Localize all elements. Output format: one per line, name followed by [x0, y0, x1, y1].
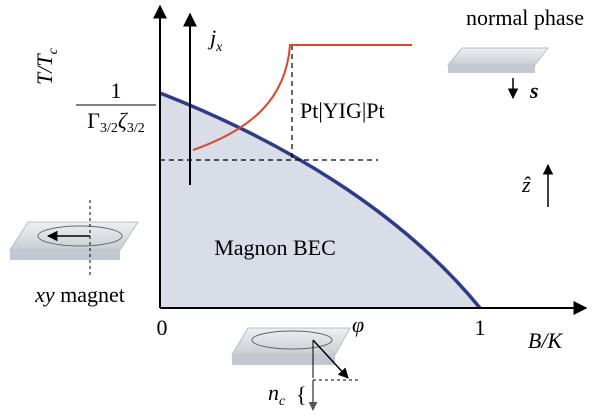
brace: { — [296, 382, 307, 407]
current-label: jx — [207, 25, 223, 55]
slab — [232, 328, 350, 355]
text: j — [207, 25, 216, 50]
slab — [448, 48, 548, 65]
text: 3/2 — [127, 121, 145, 136]
text: c — [279, 394, 286, 409]
text: Γ — [87, 108, 100, 133]
diagram: jx T/Tc 1 Γ3/2ζ3/2 Pt|YIG|Pt Magnon BEC … — [0, 0, 605, 415]
x-tick-label: 0 — [157, 315, 168, 340]
slab-edge — [448, 65, 535, 73]
text: n — [268, 380, 279, 405]
spin-label: s — [529, 78, 539, 103]
y-axis-label: T/Tc — [32, 47, 61, 85]
text: T/T — [32, 53, 57, 85]
bec-region — [160, 93, 480, 308]
z-label: ẑ — [521, 172, 531, 197]
text: magnet — [55, 282, 125, 307]
angle-label: φ — [352, 312, 364, 337]
slab-edge — [232, 355, 335, 365]
x-axis-label: B/K — [528, 328, 564, 353]
slab-edge — [10, 250, 120, 260]
inset-label: normal phase — [466, 5, 584, 30]
y-tick-numerator: 1 — [111, 78, 122, 103]
density-label: nc — [268, 380, 286, 409]
region-label: Magnon BEC — [214, 235, 336, 260]
page: jx T/Tc 1 Γ3/2ζ3/2 Pt|YIG|Pt Magnon BEC … — [0, 0, 605, 415]
text: c — [46, 47, 61, 54]
text: xy — [34, 282, 55, 307]
x-tick-label: 1 — [475, 315, 486, 340]
text: 3/2 — [100, 121, 118, 136]
junction-label: Pt|YIG|Pt — [300, 98, 385, 123]
y-tick-denominator: Γ3/2ζ3/2 — [87, 108, 144, 136]
text: x — [215, 40, 223, 55]
inset-label: xy magnet — [34, 282, 125, 307]
